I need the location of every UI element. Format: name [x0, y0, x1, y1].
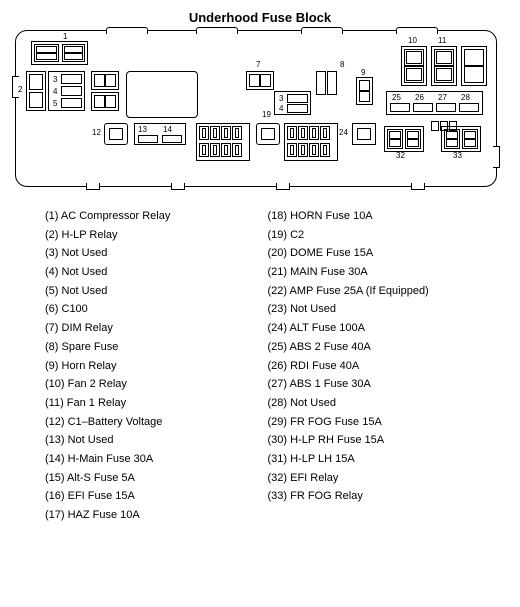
- legend-left-column: (1) AC Compressor Relay(2) H-LP Relay(3)…: [45, 207, 268, 525]
- legend-item: (9) Horn Relay: [45, 357, 268, 376]
- legend-item: (21) MAIN Fuse 30A: [268, 263, 491, 282]
- legend-item: (1) AC Compressor Relay: [45, 207, 268, 226]
- label-12: 12: [92, 129, 101, 137]
- legend-item: (11) Fan 1 Relay: [45, 394, 268, 413]
- label-33: 33: [453, 152, 462, 160]
- block-24: [352, 123, 376, 145]
- relay-32: [384, 126, 424, 152]
- relay-7: [246, 71, 274, 90]
- label-19: 19: [262, 111, 271, 119]
- diagram-container: 1 2 3 4 5: [0, 30, 520, 197]
- block-19: [256, 123, 280, 145]
- relay-1: [31, 41, 88, 65]
- legend-item: (20) DOME Fuse 15A: [268, 244, 491, 263]
- legend-item: (2) H-LP Relay: [45, 226, 268, 245]
- label-32: 32: [396, 152, 405, 160]
- legend-item: (12) C1–Battery Voltage: [45, 413, 268, 432]
- legend-item: (4) Not Used: [45, 263, 268, 282]
- legend-item: (22) AMP Fuse 25A (If Equipped): [268, 282, 491, 301]
- legend-item: (31) H-LP LH 15A: [268, 450, 491, 469]
- legend-item: (33) FR FOG Relay: [268, 487, 491, 506]
- legend-item: (15) Alt-S Fuse 5A: [45, 469, 268, 488]
- legend-item: (17) HAZ Fuse 10A: [45, 506, 268, 525]
- legend-item: (30) H-LP RH Fuse 15A: [268, 431, 491, 450]
- spare-1: [316, 71, 326, 95]
- relay-2: [26, 71, 46, 111]
- block-345: 3 4 5: [48, 71, 85, 111]
- legend-item: (18) HORN Fuse 10A: [268, 207, 491, 226]
- relay-11: [431, 46, 457, 86]
- legend-item: (16) EFI Fuse 15A: [45, 487, 268, 506]
- fuse-bank-right: [284, 123, 338, 161]
- label-9: 9: [361, 69, 365, 77]
- block-13-14: 13 14: [134, 123, 186, 145]
- legend-right-column: (18) HORN Fuse 10A(19) C2(20) DOME Fuse …: [268, 207, 491, 525]
- legend-item: (24) ALT Fuse 100A: [268, 319, 491, 338]
- legend-item: (13) Not Used: [45, 431, 268, 450]
- label-1: 1: [63, 33, 67, 41]
- legend-item: (28) Not Used: [268, 394, 491, 413]
- legend-item: (26) RDI Fuse 40A: [268, 357, 491, 376]
- fuses-29-31: [431, 121, 457, 131]
- legend-item: (3) Not Used: [45, 244, 268, 263]
- legend-item: (19) C2: [268, 226, 491, 245]
- legend-item: (27) ABS 1 Fuse 30A: [268, 375, 491, 394]
- label-8: 8: [340, 61, 344, 69]
- diagram-title: Underhood Fuse Block: [0, 0, 520, 30]
- fuse-box-outline: 1 2 3 4 5: [15, 30, 497, 187]
- block-12: [104, 123, 128, 145]
- legend-item: (10) Fan 2 Relay: [45, 375, 268, 394]
- spare-2: [327, 71, 337, 95]
- label-24: 24: [339, 129, 348, 137]
- relay-9: [356, 77, 373, 105]
- legend-item: (14) H-Main Fuse 30A: [45, 450, 268, 469]
- fuse-row-25-28: 25 26 27 28: [386, 91, 483, 115]
- legend-item: (8) Spare Fuse: [45, 338, 268, 357]
- relay-10: [401, 46, 427, 86]
- label-10: 10: [408, 37, 417, 45]
- label-11: 11: [438, 37, 446, 45]
- block-6: [126, 71, 198, 118]
- legend-item: (7) DIM Relay: [45, 319, 268, 338]
- label-7: 7: [256, 61, 260, 69]
- legend-item: (23) Not Used: [268, 300, 491, 319]
- block-under-7: 3 4: [274, 91, 311, 115]
- legend-item: (6) C100: [45, 300, 268, 319]
- label-2: 2: [18, 86, 22, 94]
- legend-item: (5) Not Used: [45, 282, 268, 301]
- legend-item: (29) FR FOG Fuse 15A: [268, 413, 491, 432]
- relay-extra: [461, 46, 487, 86]
- relay-small-2: [91, 92, 119, 111]
- legend-item: (32) EFI Relay: [268, 469, 491, 488]
- legend: (1) AC Compressor Relay(2) H-LP Relay(3)…: [0, 197, 520, 545]
- relay-small-1: [91, 71, 119, 90]
- legend-item: (25) ABS 2 Fuse 40A: [268, 338, 491, 357]
- fuse-bank-left: [196, 123, 250, 161]
